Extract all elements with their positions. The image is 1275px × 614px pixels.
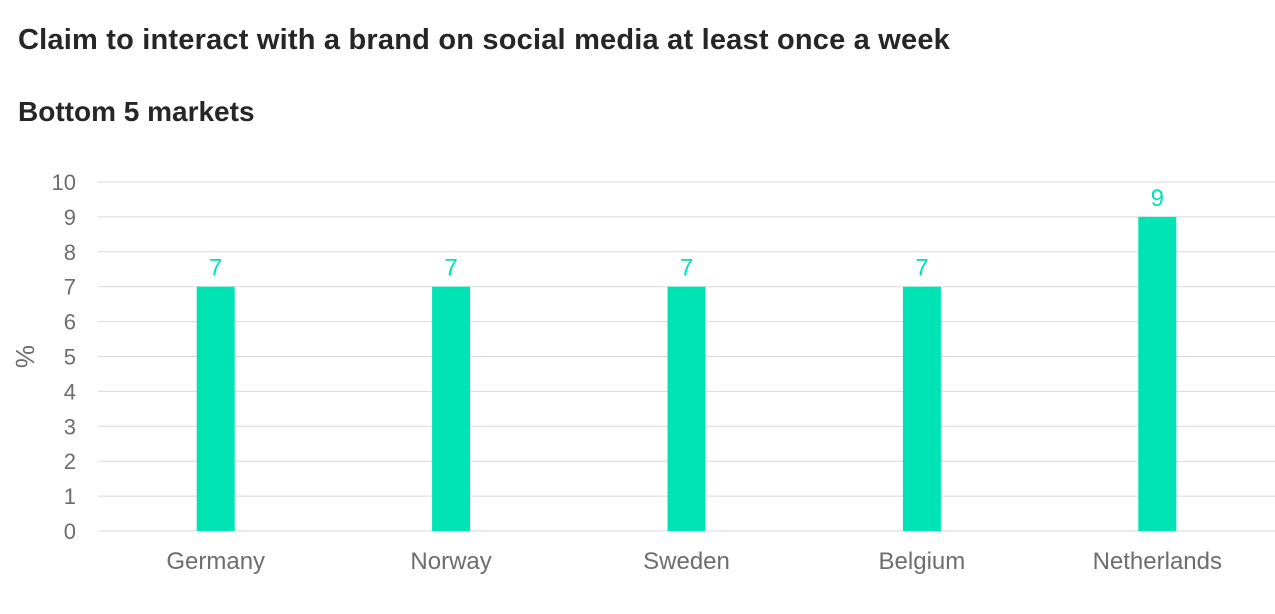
y-tick-label: 9 [64,205,76,230]
bar [197,287,235,531]
x-tick-label: Belgium [879,548,966,575]
bar [668,287,706,531]
y-tick-label: 4 [64,379,76,404]
x-tick-label: Netherlands [1093,548,1222,575]
y-tick-label: 0 [64,519,76,544]
y-axis-title: % [10,345,40,368]
y-tick-label: 5 [64,345,76,370]
bar-chart: 0 1 2 3 4 5 6 7 8 9 10 7 7 7 7 9 Germany Norway Sweden Be… [0,0,1275,614]
y-tick-label: 7 [64,275,76,300]
data-label: 9 [1151,185,1164,212]
x-tick-label: Norway [410,548,491,575]
data-labels: 7 7 7 7 9 [209,185,1164,282]
data-label: 7 [209,255,222,282]
data-label: 7 [444,255,457,282]
x-tick-label: Germany [166,548,265,575]
y-tick-label: 6 [64,310,76,335]
x-tick-label: Sweden [643,548,730,575]
y-axis-ticks: 0 1 2 3 4 5 6 7 8 9 10 [52,170,76,544]
bar [903,287,941,531]
data-label: 7 [680,255,693,282]
y-tick-label: 3 [64,414,76,439]
y-tick-label: 8 [64,240,76,265]
x-axis-labels: Germany Norway Sweden Belgium Netherlands [166,548,1222,575]
y-tick-label: 2 [64,449,76,474]
bar [1138,217,1176,531]
bar [432,287,470,531]
data-label: 7 [915,255,928,282]
y-tick-label: 10 [52,170,76,195]
y-tick-label: 1 [64,484,76,509]
